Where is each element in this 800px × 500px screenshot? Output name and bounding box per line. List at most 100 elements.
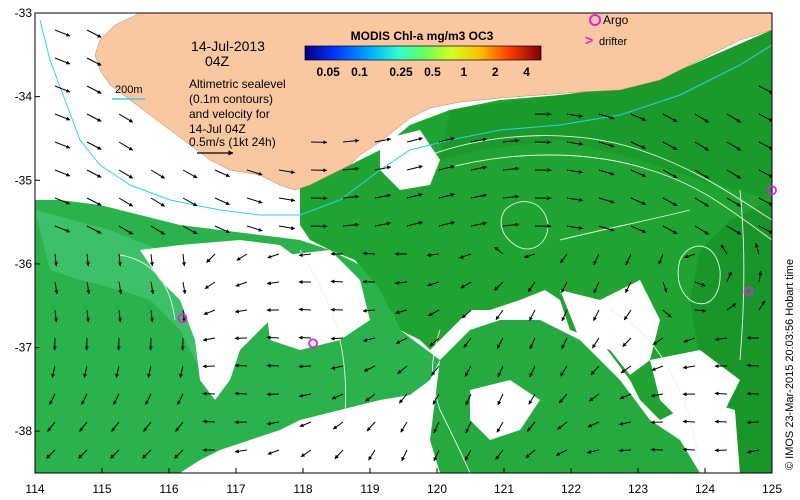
velocity-arrow [758, 141, 772, 150]
velocity-arrow [758, 197, 772, 206]
velocity-arrow [366, 421, 376, 432]
velocity-arrow [683, 337, 696, 343]
velocity-arrows [46, 29, 772, 462]
velocity-arrow [630, 169, 647, 177]
velocity-arrow [694, 308, 707, 313]
bathymetry-label: 200m [115, 84, 143, 96]
velocity-arrow [502, 138, 520, 143]
velocity-arrow [175, 421, 184, 432]
x-tick-label: 114 [25, 482, 44, 496]
velocity-arrow [118, 309, 122, 323]
velocity-arrow [365, 393, 376, 402]
velocity-arrow [334, 449, 344, 460]
velocity-arrow [182, 197, 198, 207]
velocity-arrow [620, 365, 632, 374]
velocity-arrow [470, 221, 488, 227]
velocity-arrow [362, 337, 376, 342]
velocity-arrow [470, 193, 488, 199]
velocity-arrow [330, 336, 344, 341]
x-tick-label: 115 [92, 482, 111, 496]
argo-legend-label: Argo [603, 13, 629, 27]
velocity-arrow [630, 225, 647, 233]
velocity-arrow [362, 308, 376, 313]
velocity-arrow [524, 253, 536, 259]
velocity-arrow [266, 421, 280, 426]
velocity-arrow [459, 253, 472, 259]
velocity-arrow [528, 393, 536, 405]
velocity-arrow [714, 391, 728, 396]
velocity-arrow [754, 243, 760, 255]
velocity-arrow [266, 335, 280, 340]
velocity-arrow [278, 169, 296, 175]
velocity-arrow [397, 365, 408, 374]
velocity-arrow [630, 197, 647, 205]
sealevel-contours [119, 135, 772, 473]
velocity-arrow [592, 337, 600, 349]
velocity-arrow [86, 113, 102, 122]
x-tick-label: 116 [159, 482, 178, 496]
velocity-arrow [394, 280, 408, 285]
velocity-arrow [182, 225, 198, 235]
velocity-arrow [204, 281, 216, 290]
velocity-arrow [714, 337, 728, 342]
x-axis: 114 115 116 117 118 119 120 121 122 123 124 125 [25, 468, 782, 496]
velocity-arrow [54, 169, 71, 177]
velocity-arrow [246, 169, 263, 176]
argo-float-marker [767, 185, 777, 196]
argo-float-marker [743, 286, 754, 297]
velocity-arrow [622, 337, 632, 347]
velocity-arrow [300, 449, 312, 458]
velocity-arrow [374, 137, 392, 143]
velocity-arrow [332, 421, 344, 430]
velocity-arrow [662, 197, 678, 207]
velocity-arrow [342, 194, 360, 199]
velocity-arrow [684, 253, 696, 259]
velocity-arrow [497, 393, 504, 406]
velocity-arrow [438, 137, 455, 143]
velocity-arrow [714, 419, 728, 424]
velocity-arrow [395, 309, 408, 315]
velocity-arrow [496, 337, 504, 349]
velocity-arrow [54, 113, 71, 121]
velocity-arrow [202, 364, 216, 369]
velocity-arrow [495, 449, 504, 460]
velocity-arrow [214, 197, 230, 206]
velocity-arrow [83, 365, 88, 379]
velocity-arrow [374, 193, 392, 199]
velocity-arrow [431, 365, 440, 376]
velocity-arrow [234, 391, 248, 396]
velocity-arrow [527, 281, 536, 293]
velocity-arrow [758, 169, 772, 178]
velocity-arrow [395, 337, 408, 344]
velocity-arrow [46, 449, 56, 459]
velocity-arrow [557, 421, 568, 430]
velocity-arrow [181, 253, 186, 267]
velocity-arrow [470, 165, 488, 171]
velocity-arrow [682, 419, 696, 424]
velocity-arrow [81, 393, 88, 406]
velocity-arrow [566, 113, 584, 118]
velocity-arrow [267, 449, 280, 455]
velocity-arrow [593, 281, 600, 294]
velocity-arrow [590, 365, 600, 376]
velocity-arrow [555, 449, 568, 456]
velocity-arrow [150, 169, 166, 179]
colorbar-tick-label: 1 [460, 65, 467, 79]
velocity-arrow [267, 253, 280, 259]
velocity-arrow [433, 449, 440, 462]
description-line-2: (0.1m contours) [189, 92, 273, 106]
velocity-arrow [86, 29, 102, 38]
velocity-arrow [118, 113, 134, 123]
y-tick-label: -33 [15, 6, 33, 20]
velocity-arrow [694, 197, 710, 207]
velocity-arrow [428, 309, 440, 317]
argo-float-marker [308, 338, 318, 349]
colorbar [304, 45, 542, 61]
colorbar-tick-label: 4 [523, 65, 530, 79]
velocity-arrow [86, 281, 91, 295]
velocity-arrow [720, 244, 728, 255]
y-tick-label: -35 [15, 173, 33, 187]
velocity-arrow [374, 165, 392, 171]
colorbar-tick-label: 2 [492, 65, 499, 79]
colorbar-tick-label: 0.5 [424, 65, 441, 79]
